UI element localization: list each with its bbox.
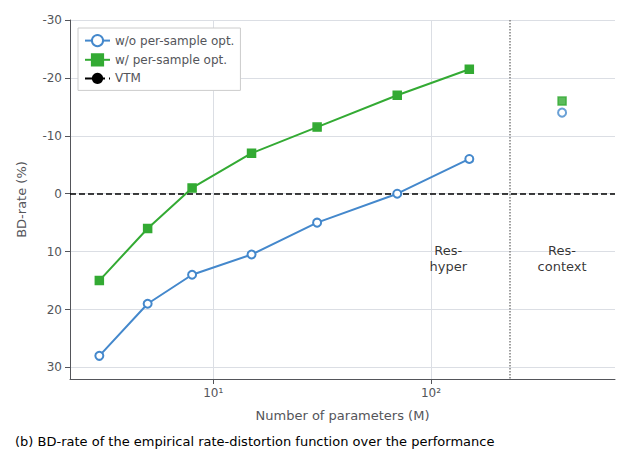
svg-text:Number of parameters (M): Number of parameters (M) (256, 408, 430, 423)
svg-text:(b) BD-rate of the empirical r: (b) BD-rate of the empirical rate-distor… (15, 434, 494, 449)
svg-text:w/ per-sample opt.: w/ per-sample opt. (115, 53, 227, 67)
svg-text:10: 10 (47, 245, 62, 259)
svg-text:-10: -10 (42, 129, 62, 143)
svg-text:hyper: hyper (429, 259, 467, 274)
svg-text:-20: -20 (42, 71, 62, 85)
svg-text:0: 0 (54, 187, 62, 201)
svg-text:Res-: Res- (434, 243, 462, 258)
svg-text:10¹: 10¹ (203, 386, 223, 400)
svg-text:Res-: Res- (548, 243, 576, 258)
svg-text:-30: -30 (42, 13, 62, 27)
svg-text:BD-rate (%): BD-rate (%) (14, 161, 29, 238)
svg-text:context: context (538, 259, 587, 274)
svg-text:20: 20 (47, 303, 62, 317)
svg-text:VTM: VTM (115, 71, 141, 85)
svg-text:w/o per-sample opt.: w/o per-sample opt. (115, 34, 234, 48)
svg-text:30: 30 (47, 360, 62, 374)
svg-text:10²: 10² (421, 386, 441, 400)
